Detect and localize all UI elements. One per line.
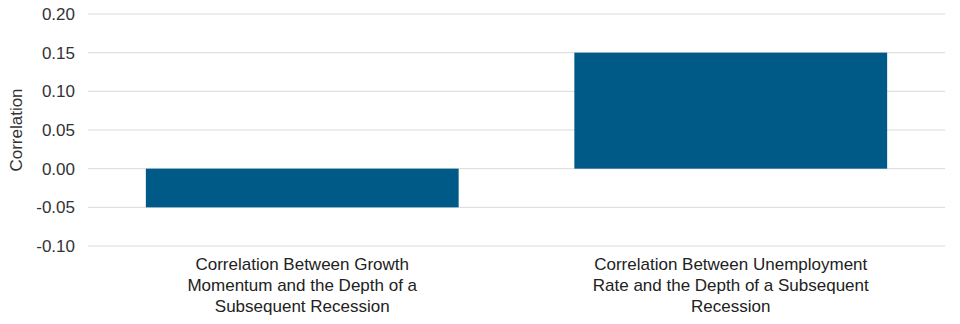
chart: -0.10 -0.05 0.00 0.05 0.10 0.15 0.20 Correlatio…	[0, 0, 960, 324]
bar	[146, 169, 459, 208]
y-tick-labels: -0.10 -0.05 0.00 0.05 0.10 0.15 0.20	[36, 5, 75, 256]
x-tick-labels: Correlation Between GrowthMomentum and t…	[187, 255, 869, 316]
x-tick-label: Correlation Between UnemploymentRate and…	[593, 255, 869, 316]
y-tick-label: 0.00	[42, 160, 75, 179]
y-tick-label: 0.10	[42, 82, 75, 101]
bars	[146, 53, 887, 208]
bar	[574, 53, 887, 169]
y-tick-label: -0.05	[36, 198, 75, 217]
y-tick-label: -0.10	[36, 237, 75, 256]
grid-line	[88, 14, 945, 15]
chart-container: -0.10 -0.05 0.00 0.05 0.10 0.15 0.20 Correlatio…	[0, 0, 960, 324]
y-tick-label: 0.20	[42, 5, 75, 24]
y-axis-label: Correlation	[7, 88, 26, 171]
y-tick-label: 0.05	[42, 121, 75, 140]
grid-line	[88, 246, 945, 247]
grid	[88, 14, 945, 246]
x-tick-label: Correlation Between GrowthMomentum and t…	[187, 255, 417, 316]
y-tick-label: 0.15	[42, 44, 75, 63]
